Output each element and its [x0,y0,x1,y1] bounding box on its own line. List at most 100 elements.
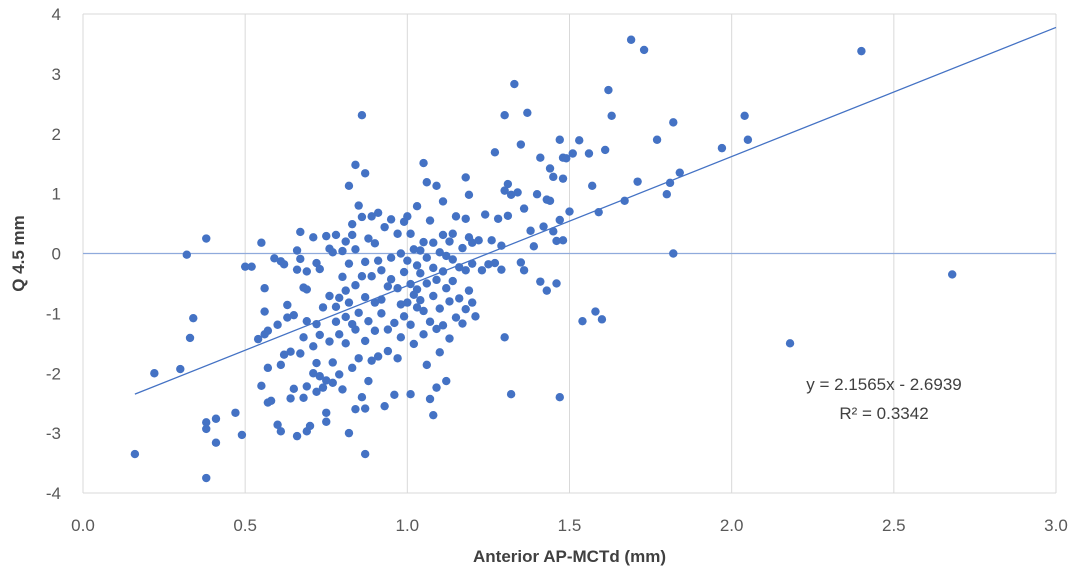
data-point [273,420,282,429]
data-point [286,347,295,356]
data-point [396,333,406,342]
data-point [286,394,295,403]
data-point [487,236,496,245]
data-point [513,188,522,197]
data-point [471,312,480,321]
data-point [231,408,240,417]
data-point [639,45,649,55]
data-point [506,190,516,200]
data-point [506,390,516,399]
data-point [338,272,347,282]
data-point [263,326,273,335]
data-point [461,173,470,182]
data-point [662,190,671,199]
data-point [406,229,415,238]
data-point [438,197,448,206]
data-point [309,342,318,351]
data-point [510,79,519,89]
data-point [283,313,292,322]
data-point [150,369,159,378]
data-point [338,246,347,256]
data-point [302,267,311,276]
data-point [445,297,454,306]
data-point [626,35,636,44]
y-tick-label: 1 [52,185,61,204]
data-point [477,266,487,275]
data-point [344,259,354,268]
data-point [588,181,597,191]
data-point [331,230,341,240]
data-point [409,245,419,254]
data-point [461,214,470,223]
data-point [344,298,354,307]
data-point [325,291,334,301]
y-tick-label: -1 [46,304,61,323]
data-point [237,430,247,440]
data-point [406,320,415,329]
data-point [325,337,334,346]
data-point [399,267,409,277]
data-point [412,303,422,312]
data-point [357,393,367,402]
data-point [536,153,545,162]
data-point [409,339,419,349]
data-point [419,330,428,339]
data-point [429,238,438,247]
data-point [347,230,357,240]
data-point [422,253,431,262]
data-point [341,286,350,295]
data-point [464,190,474,200]
data-point [390,390,399,400]
data-point [130,449,140,459]
data-point [575,136,584,145]
data-point [416,269,425,278]
data-point [425,317,435,326]
y-tick-label: 3 [52,65,61,84]
data-point [292,246,302,255]
data-point [279,260,289,269]
data-point [338,385,347,394]
data-point [429,410,438,420]
data-point [500,110,509,120]
data-point [247,262,256,271]
data-point [565,207,574,216]
data-point [393,229,402,238]
data-point [669,118,678,127]
data-point [354,308,363,317]
data-point [318,383,328,392]
x-tick-label: 3.0 [1044,516,1068,535]
data-point [429,291,438,301]
data-point [335,330,344,339]
data-point [503,211,513,220]
data-point [451,212,461,221]
data-point [360,449,370,459]
data-point [442,376,451,386]
data-point [857,46,866,56]
data-point [545,196,555,206]
data-point [322,417,331,426]
data-point [669,249,678,258]
data-point [318,303,328,312]
data-point [555,393,564,402]
data-point [562,154,571,163]
data-point [578,316,587,326]
data-point [351,404,360,414]
data-point [189,313,198,323]
data-point [416,246,425,255]
data-point [480,210,490,219]
data-point [383,346,393,356]
data-point [597,315,607,324]
data-point [429,263,438,273]
data-point [468,259,477,268]
data-point [503,179,513,189]
data-point [591,307,600,316]
data-point [276,427,286,436]
data-point [370,298,380,307]
data-point [516,140,526,149]
data-point [490,258,500,268]
data-point [370,239,380,248]
y-tick-label: 0 [52,245,61,264]
data-point [396,249,406,258]
data-point [438,321,448,330]
data-point [202,424,211,434]
